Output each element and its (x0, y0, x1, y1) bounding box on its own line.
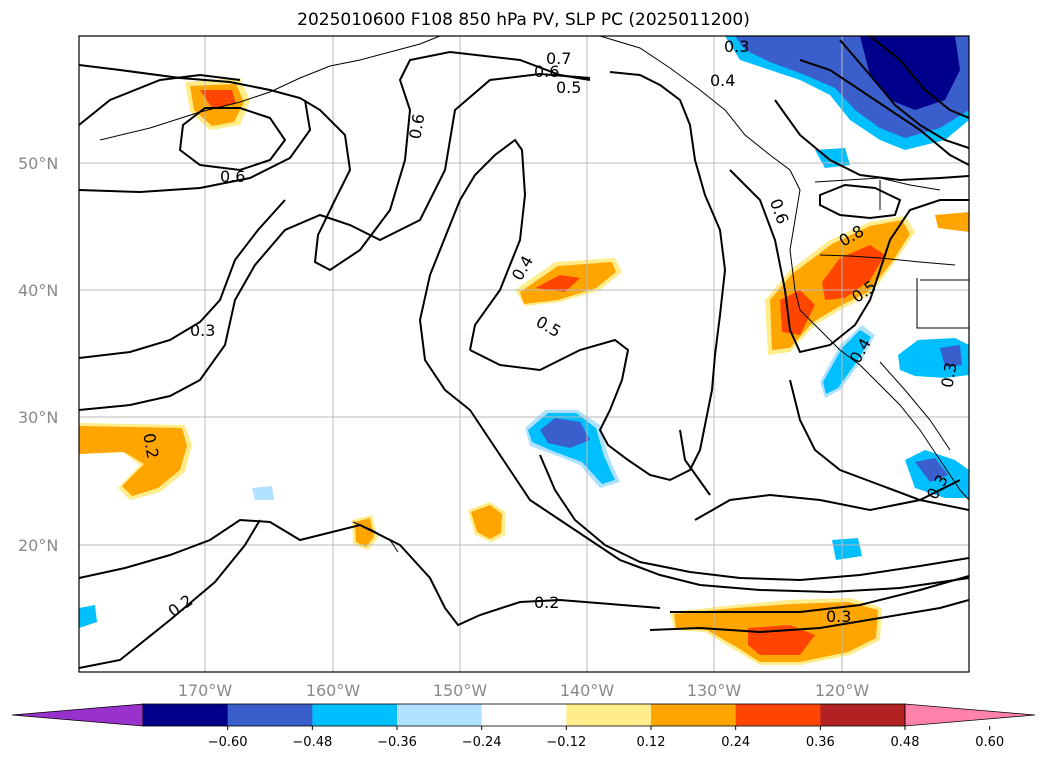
contour-label: 0.3 (190, 321, 215, 340)
colorbar-segment (397, 704, 483, 726)
graticule (79, 36, 969, 672)
colorbar-tick-label: −0.48 (292, 735, 332, 750)
colorbar-segment (735, 704, 821, 726)
contour-label: 0.4 (710, 71, 735, 90)
contour-label: 0.6 (220, 167, 245, 186)
contour-label: 0.7 (546, 49, 571, 68)
contour-lines (79, 36, 969, 669)
lon-label: 170°W (178, 681, 233, 700)
colorbar-tick-label: −0.60 (208, 735, 248, 750)
colorbar-segment (312, 704, 398, 726)
pv-shading (79, 36, 969, 665)
lon-label: 130°W (687, 681, 742, 700)
lat-label: 40°N (18, 281, 58, 300)
colorbar-tick-label: −0.36 (377, 735, 417, 750)
lat-label: 50°N (18, 154, 58, 173)
contour-label: 0.3 (724, 37, 749, 56)
map-frame (78, 35, 970, 673)
contour-label: 0.5 (556, 78, 581, 97)
colorbar-border (142, 703, 906, 727)
lon-label: 140°W (560, 681, 615, 700)
colorbar-extend-max (904, 703, 1036, 727)
contour-label: 0.2 (534, 593, 559, 612)
lon-label: 150°W (433, 681, 488, 700)
colorbar-extend-min (11, 703, 144, 727)
lat-label: 30°N (18, 408, 58, 427)
contour-label: 0.3 (937, 361, 960, 389)
contour-label: 0.6 (405, 112, 428, 140)
colorbar-tick-label: 0.48 (891, 735, 920, 750)
contour-label: 0.6 (534, 62, 559, 81)
lon-label: 120°W (815, 681, 870, 700)
colorbar-tick-label: 0.60 (975, 735, 1004, 750)
lat-label: 20°N (18, 536, 58, 555)
colorbar-segment (566, 704, 652, 726)
colorbar-segment (227, 704, 313, 726)
map-title: 2025010600 F108 850 hPa PV, SLP PC (2025… (297, 10, 750, 30)
colorbar-segment (481, 704, 567, 726)
colorbar-segment (820, 704, 906, 726)
colorbar: −0.60 −0.48 −0.36 −0.24 −0.12 0.12 0.24 0.36 0.4… (11, 703, 1036, 750)
colorbar-segment (143, 704, 229, 726)
colorbar-tick-label: 0.24 (721, 735, 750, 750)
lon-label: 160°W (306, 681, 361, 700)
colorbar-tick-label: −0.24 (462, 735, 502, 750)
colorbar-segment (651, 704, 737, 726)
coastlines (99, 36, 969, 553)
colorbar-tick-label: 0.12 (637, 735, 666, 750)
contour-label: 0.3 (826, 607, 851, 626)
longitude-labels: 170°W 160°W 150°W 140°W 130°W 120°W (178, 681, 870, 700)
latitude-labels: 50°N 40°N 30°N 20°N (18, 154, 58, 555)
contour-label: 0.2 (139, 432, 162, 460)
colorbar-tick-label: 0.36 (806, 735, 835, 750)
colorbar-tick-label: −0.12 (546, 735, 586, 750)
